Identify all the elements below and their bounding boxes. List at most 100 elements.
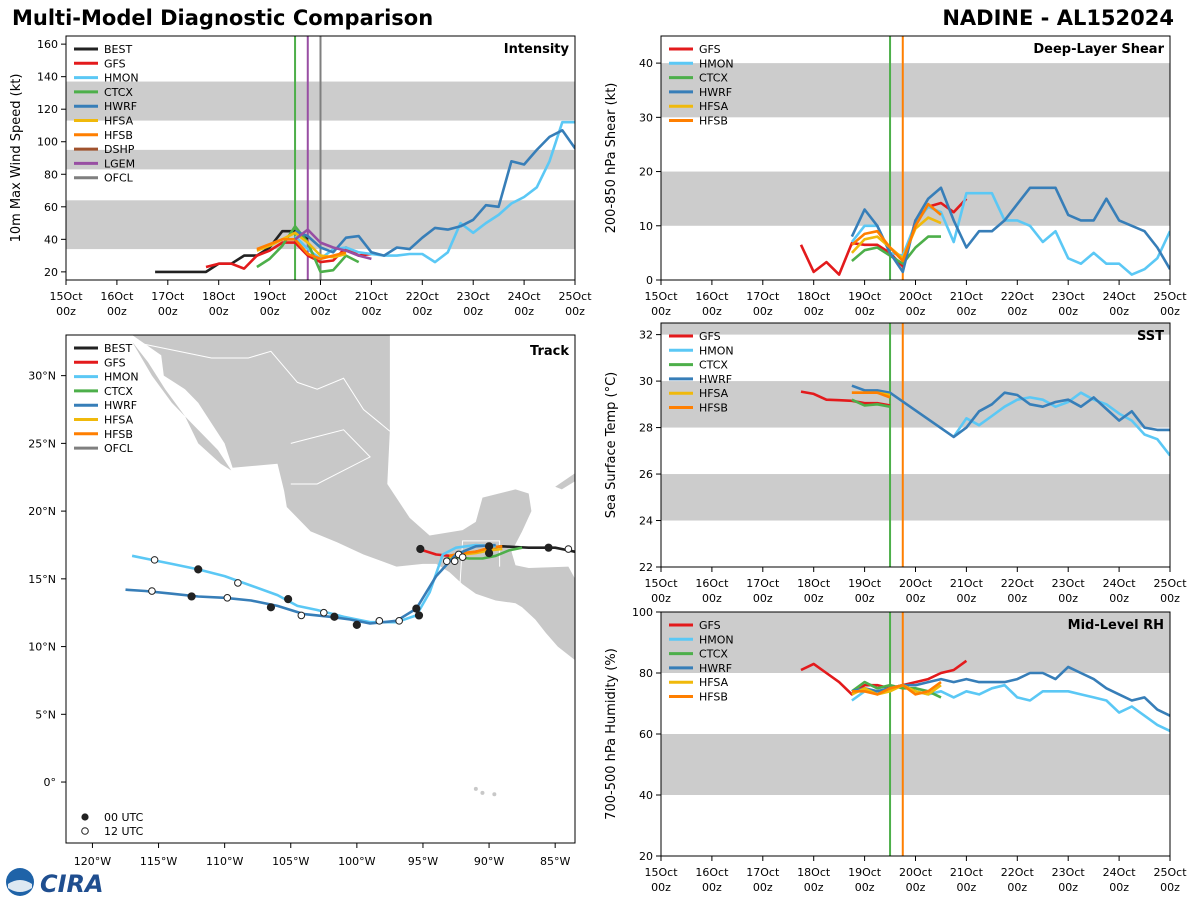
- sst-xtick-label: 23Oct: [1052, 577, 1086, 590]
- rh-panel: 20 40 60 80 100 15Oct 00z 16Oct 00z 17Oct 00z 18Oct…: [604, 606, 1187, 894]
- sst-xtick-label: 22Oct: [1001, 577, 1035, 590]
- rh-xtick-label: 00z: [1007, 881, 1027, 894]
- intensity-xtick-label: 17Oct: [151, 290, 185, 303]
- rh-ytick-label: 40: [639, 789, 653, 802]
- galapagos-island: [480, 790, 485, 795]
- sst-xtick-label: 00z: [906, 592, 926, 605]
- rh-xtick-label: 00z: [855, 881, 875, 894]
- intensity-panel: 20 40 60 80 100 120 140 160 15Oct 00z 16Oct 00z 17Oc…: [9, 35, 592, 318]
- political-border: [131, 341, 391, 432]
- intensity-xtick-label: 00z: [565, 305, 585, 318]
- legend-marker-00utc: [81, 813, 89, 821]
- shear-xtick-label: 18Oct: [797, 290, 831, 303]
- legend-label-gfs: GFS: [104, 57, 126, 70]
- track-xtick-label: 85°W: [540, 855, 570, 868]
- rh-xtick-label: 18Oct: [797, 866, 831, 879]
- sst-panel-label: SST: [1137, 329, 1164, 344]
- track-marker-12utc: [223, 594, 232, 602]
- track-panel: 120°W 115°W 110°W 105°W 100°W 95°W 90°W 85°W 0° 5…: [28, 334, 576, 868]
- rh-ytick-label: 80: [639, 667, 653, 680]
- legend-label-hmon: HMON: [104, 371, 139, 384]
- rh-band-0: [661, 734, 1170, 795]
- sst-ytick-label: 24: [639, 515, 653, 528]
- intensity-ytick-label: 140: [37, 71, 58, 84]
- sst-xtick-label: 00z: [651, 592, 671, 605]
- track-marker-00utc: [484, 549, 494, 558]
- track-marker-00utc: [266, 603, 276, 612]
- intensity-xtick-label: 21Oct: [355, 290, 389, 303]
- intensity-series-hfsb: [256, 238, 347, 261]
- sst-band-0: [661, 474, 1170, 521]
- track-marker-00utc: [284, 595, 293, 604]
- sst-xtick-label: 00z: [1007, 592, 1027, 605]
- legend-label-ctcx: CTCX: [699, 359, 728, 372]
- track-ytick-label: 5°N: [35, 708, 56, 721]
- shear-xtick-label: 24Oct: [1103, 290, 1137, 303]
- shear-series-hwrf: [850, 186, 1170, 274]
- track-marker-12utc: [297, 611, 306, 620]
- rh-xtick-label: 00z: [1160, 881, 1180, 894]
- sst-xtick-label: 21Oct: [950, 577, 984, 590]
- legend-label-ofcl: OFCL: [104, 172, 134, 185]
- legend-label-lgem: LGEM: [104, 157, 135, 170]
- shear-xtick-label: 22Oct: [1001, 290, 1035, 303]
- sst-series-hwrf: [851, 384, 1170, 439]
- legend-label-ctcx: CTCX: [699, 72, 728, 85]
- track-marker-12utc: [450, 557, 459, 566]
- shear-xtick-label: 00z: [906, 305, 926, 318]
- sst-xtick-label: 17Oct: [746, 577, 780, 590]
- sst-xtick-label: 19Oct: [848, 577, 882, 590]
- rh-xtick-label: 00z: [651, 881, 671, 894]
- legend-label-hmon: HMON: [699, 57, 734, 70]
- legend-label-hmon: HMON: [699, 633, 734, 646]
- intensity-panel-label: Intensity: [504, 42, 570, 57]
- intensity-xtick-label: 20Oct: [304, 290, 338, 303]
- track-marker-12utc: [375, 617, 384, 625]
- sst-xtick-label: 00z: [1058, 592, 1078, 605]
- shear-ytick-label: 30: [639, 111, 653, 124]
- track-marker-00utc: [484, 542, 494, 551]
- track-xtick-label: 90°W: [474, 855, 504, 868]
- sst-band-1: [661, 381, 1170, 428]
- sst-ylabel: Sea Surface Temp (°C): [604, 372, 619, 519]
- track-marker-12utc: [148, 587, 156, 595]
- legend-label-hfsb: HFSB: [104, 428, 133, 441]
- figure-title: Multi-Model Diagnostic Comparison: [12, 6, 434, 30]
- intensity-xtick-label: 19Oct: [253, 290, 287, 303]
- legend-label-hfsa: HFSA: [699, 100, 729, 113]
- intensity-xtick-label: 00z: [209, 305, 229, 318]
- shear-series-ctcx: [851, 235, 941, 266]
- track-ytick-label: 10°N: [28, 641, 56, 654]
- shear-panel: 0 10 20 30 40 15Oct 00z 16Oct 00z 17Oct 00z 18Oct 00…: [604, 35, 1187, 318]
- legend-label-hfsa: HFSA: [699, 676, 729, 689]
- intensity-xtick-label: 00z: [158, 305, 178, 318]
- rh-xtick-label: 22Oct: [1001, 866, 1035, 879]
- track-marker-12utc: [442, 557, 451, 566]
- shear-band-0: [661, 171, 1170, 226]
- shear-ytick-label: 0: [646, 274, 653, 287]
- shear-xtick-label: 00z: [804, 305, 824, 318]
- sst-ytick-label: 28: [639, 422, 653, 435]
- rh-ytick-label: 100: [632, 606, 653, 619]
- shear-xtick-label: 00z: [702, 305, 722, 318]
- legend-label-ctcx: CTCX: [699, 648, 728, 661]
- rh-xtick-label: 23Oct: [1052, 866, 1086, 879]
- intensity-ytick-label: 160: [37, 38, 58, 51]
- shear-xtick-label: 16Oct: [695, 290, 729, 303]
- sst-xtick-label: 00z: [1109, 592, 1129, 605]
- sst-panel: 22 24 26 28 30 32 15Oct 00z 16Oct 00z 17Oct 00z 18Oc…: [604, 322, 1187, 605]
- track-xtick-label: 95°W: [408, 855, 438, 868]
- sst-xtick-label: 00z: [702, 592, 722, 605]
- track-marker-00utc: [330, 612, 339, 621]
- track-ytick-label: 25°N: [28, 437, 56, 450]
- track-marker-12utc: [395, 617, 403, 625]
- sst-series-ctcx: [851, 398, 891, 408]
- track-marker-12utc: [234, 579, 242, 587]
- cira-noaa-logo: CIRA: [6, 868, 104, 898]
- shear-ytick-label: 20: [639, 166, 653, 179]
- sst-xtick-label: 20Oct: [899, 577, 933, 590]
- shear-ylabel: 200-850 hPa Shear (kt): [604, 83, 619, 234]
- intensity-ytick-label: 40: [44, 233, 58, 246]
- track-marker-00utc: [194, 565, 203, 574]
